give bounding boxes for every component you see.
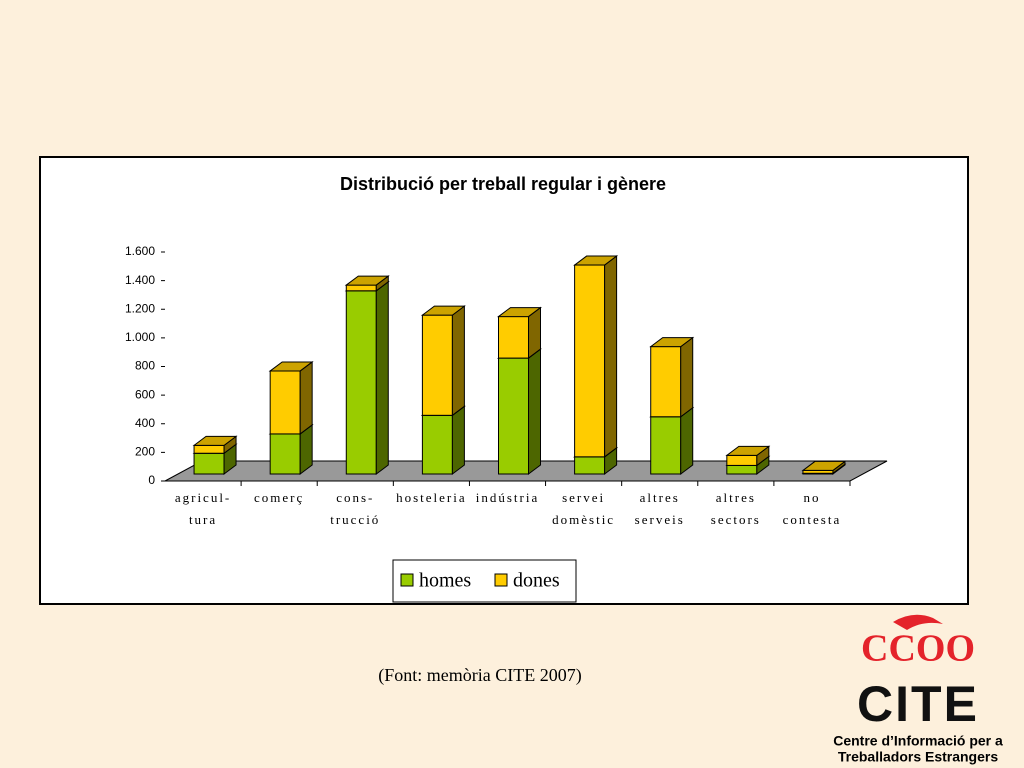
bar (726, 454, 758, 466)
logo-ccoo: CCOO (861, 628, 975, 670)
y-tick-label: 1.000 (125, 330, 155, 344)
y-tick-label: 200 (135, 445, 155, 459)
bar (269, 433, 301, 475)
y-tick-label: 400 (135, 416, 155, 430)
bar-top (801, 460, 847, 471)
x-tick-label: agricul- (175, 490, 231, 505)
x-tick-label: hosteleria (396, 490, 467, 505)
y-tick-label: 1.200 (125, 301, 155, 315)
bar (193, 452, 225, 475)
bar (421, 414, 453, 475)
bar-top (649, 337, 695, 348)
x-tick-label: altres (716, 490, 756, 505)
chart-title: Distribució per treball regular i gènere (340, 174, 666, 194)
bar-side (528, 348, 541, 475)
legend-swatch (494, 573, 508, 587)
bar-top (573, 255, 619, 266)
x-tick-label: contesta (783, 512, 842, 527)
bar-side (451, 305, 465, 417)
x-tick-label: altres (640, 490, 680, 505)
bar (345, 290, 377, 475)
x-tick-label: servei (562, 490, 605, 505)
bar (650, 416, 682, 475)
logo: CCOO CITE Centre d’Informació per a Treb… (833, 614, 1003, 765)
y-tick-label: 0 (148, 473, 155, 487)
x-tick-label: serveis (635, 512, 685, 527)
x-tick-label: comerç (254, 490, 304, 505)
y-tick-label: 800 (135, 359, 155, 373)
bar-top (268, 361, 314, 372)
legend-box (392, 559, 577, 603)
bar-top (344, 275, 390, 286)
bar (726, 464, 758, 475)
logo-mark (893, 614, 943, 630)
x-tick-label: trucció (330, 512, 380, 527)
bar (498, 316, 529, 359)
bar (498, 357, 529, 475)
bar (574, 456, 606, 475)
bar-top (725, 445, 771, 456)
org-name: Centre d’Informació per a (833, 733, 1003, 749)
bar-top (192, 435, 238, 446)
x-tick-label: domèstic (552, 512, 615, 527)
bar-side (680, 406, 694, 475)
bar (193, 444, 225, 454)
x-tick-label: tura (189, 512, 217, 527)
bar-side (299, 360, 313, 435)
bar (574, 264, 606, 458)
bar (650, 346, 682, 418)
org-name: Treballadors Estrangers (838, 749, 999, 765)
bar-side (451, 405, 465, 475)
bar-side (375, 280, 389, 475)
y-tick-label: 600 (135, 387, 155, 401)
legend-label: dones (513, 570, 560, 592)
x-tick-label: cons- (336, 490, 374, 505)
legend-label: homes (419, 570, 471, 592)
y-tick-label: 1.400 (125, 273, 155, 287)
logo-cite: CITE (857, 676, 979, 732)
bar-side (680, 336, 694, 418)
x-tick-label: indústria (476, 490, 540, 505)
bar (269, 370, 301, 435)
x-tick-label: sectors (711, 512, 761, 527)
bar-top (420, 305, 466, 316)
bar (421, 314, 453, 416)
x-tick-label: no (803, 490, 820, 505)
bar-side (604, 255, 618, 458)
legend-swatch (400, 573, 414, 587)
bar-top (497, 307, 542, 318)
source-note: (Font: memòria CITE 2007) (378, 665, 581, 686)
y-tick-label: 1.600 (125, 244, 155, 258)
bar (345, 284, 377, 292)
